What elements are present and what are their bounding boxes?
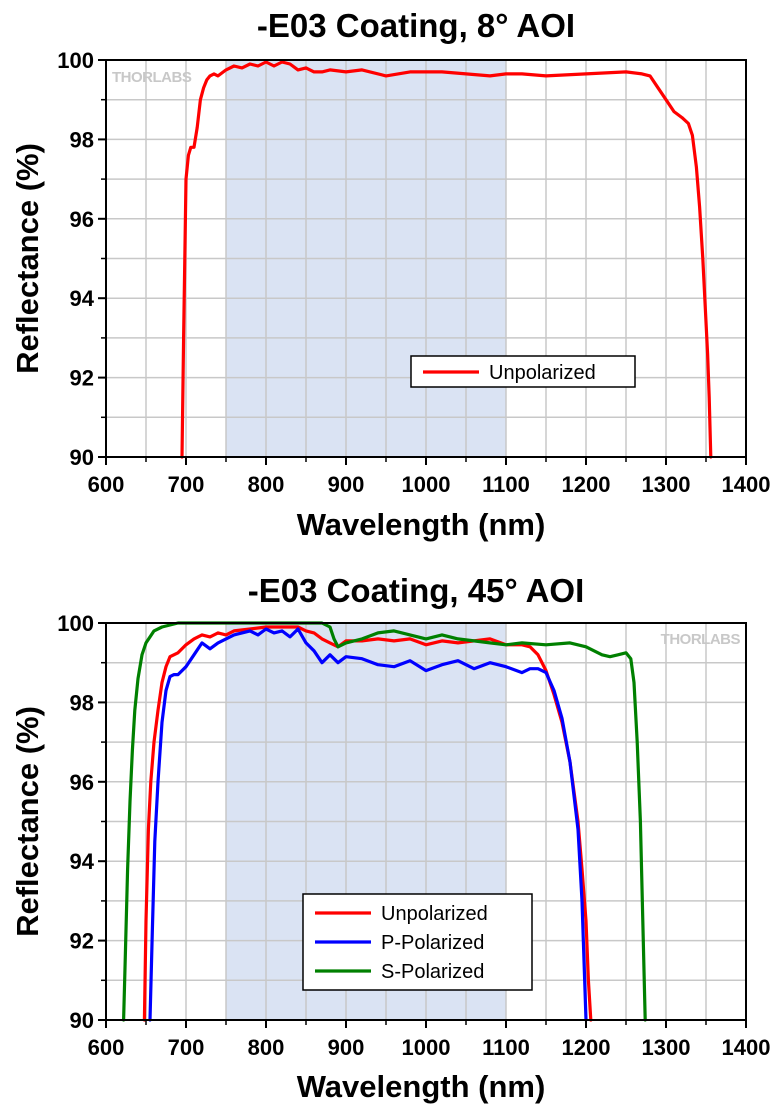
legend: Unpolarized <box>410 355 636 388</box>
x-tick-label: 900 <box>328 472 365 497</box>
y-tick-label: 96 <box>70 770 94 795</box>
series-lines <box>121 621 647 1022</box>
x-axis-title: Wavelength (nm) <box>297 507 546 542</box>
legend-label: S-Polarized <box>381 961 484 983</box>
x-tick-label: 800 <box>248 1035 285 1060</box>
x-tick-label: 1100 <box>482 472 530 497</box>
y-tick-label: 92 <box>70 929 94 954</box>
chart-8deg-aoi: THORLABS 600 700 800 900 1000 1100 1200 1300 1400… <box>10 7 770 542</box>
y-tick-label: 100 <box>57 48 94 73</box>
x-tick-label: 700 <box>168 1035 205 1060</box>
legend: Unpolarized P-Polarized S-Polarized <box>302 893 533 991</box>
y-axis-title: Reflectance (%) <box>10 143 45 374</box>
x-tick-label: 1000 <box>402 472 451 497</box>
legend-label: P-Polarized <box>381 932 484 954</box>
x-tick-label: 1200 <box>562 472 611 497</box>
thorlabs-watermark: THORLABS <box>112 69 192 86</box>
series-line-unpolarized <box>142 625 593 1022</box>
series-line-p-polarized <box>148 627 588 1022</box>
y-tick-label: 90 <box>70 1008 94 1033</box>
y-tick-label: 98 <box>70 690 94 715</box>
chart-45deg-aoi: THORLABS 600 700 800 900 1000 1100 1200 1300 1400… <box>10 572 770 1104</box>
x-tick-label: 700 <box>168 472 205 497</box>
series-lines <box>180 60 713 459</box>
y-tick-label: 92 <box>70 366 94 391</box>
ticks: 600 700 800 900 1000 1100 1200 1300 1400 90 92 94 96… <box>57 611 770 1060</box>
y-tick-label: 94 <box>70 849 95 874</box>
x-tick-label: 800 <box>248 472 285 497</box>
y-tick-label: 100 <box>57 611 94 636</box>
x-tick-label: 900 <box>328 1035 365 1060</box>
grid-lines <box>106 60 746 457</box>
y-axis-title: Reflectance (%) <box>10 706 45 937</box>
legend-label: Unpolarized <box>381 903 488 925</box>
y-tick-label: 90 <box>70 445 94 470</box>
thorlabs-watermark: THORLABS <box>661 631 741 648</box>
y-tick-label: 94 <box>70 286 95 311</box>
x-tick-label: 1000 <box>402 1035 451 1060</box>
series-line-unpolarized <box>180 60 713 459</box>
x-tick-label: 1400 <box>722 1035 771 1060</box>
x-tick-label: 1200 <box>562 1035 611 1060</box>
chart-title: -E03 Coating, 45° AOI <box>248 572 585 609</box>
y-tick-label: 96 <box>70 207 94 232</box>
x-tick-label: 600 <box>88 1035 125 1060</box>
x-tick-label: 1100 <box>482 1035 530 1060</box>
chart-title: -E03 Coating, 8° AOI <box>257 7 575 44</box>
legend-label: Unpolarized <box>489 362 596 384</box>
x-tick-label: 1400 <box>722 472 771 497</box>
x-axis-title: Wavelength (nm) <box>297 1069 546 1104</box>
x-tick-label: 1300 <box>642 472 691 497</box>
series-line-s-polarized <box>121 621 647 1022</box>
x-tick-label: 1300 <box>642 1035 691 1060</box>
ticks: 600 700 800 900 1000 1100 1200 1300 1400 90 92 94 96… <box>57 48 770 497</box>
y-tick-label: 98 <box>70 127 94 152</box>
x-tick-label: 600 <box>88 472 125 497</box>
